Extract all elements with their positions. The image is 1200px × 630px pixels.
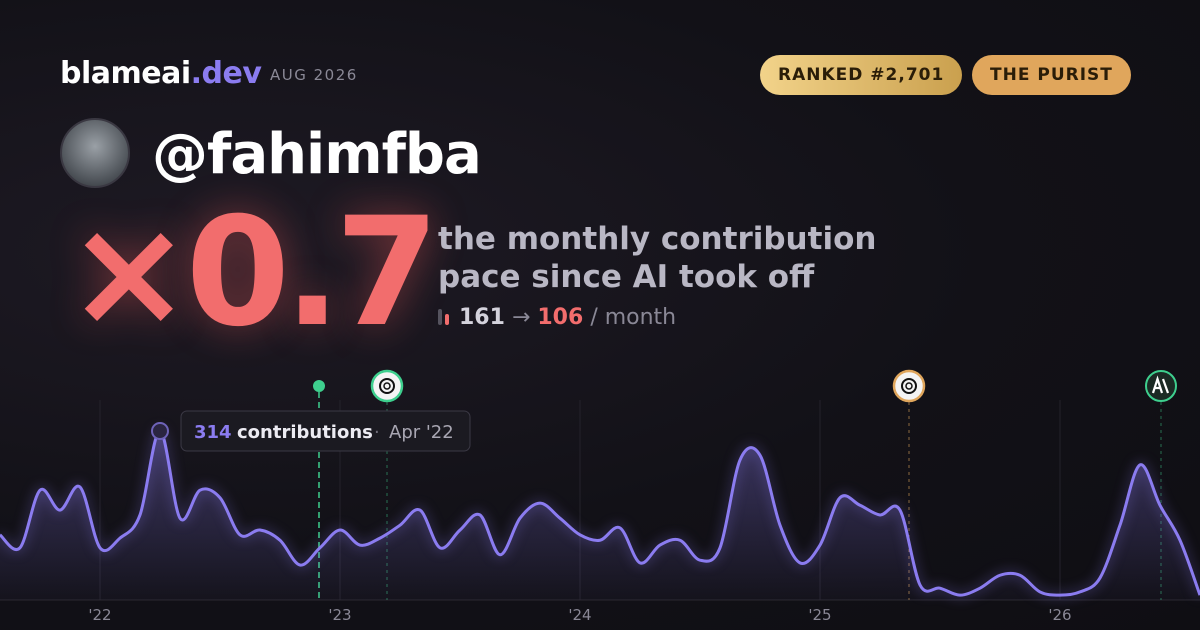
event-markers	[313, 369, 1177, 600]
date: AUG 2026	[270, 66, 358, 84]
brand: blameai.dev	[60, 56, 262, 91]
multiplier: ×0.7	[66, 186, 439, 360]
unit: / month	[590, 305, 677, 330]
x-tick-label: '26	[1048, 606, 1071, 624]
bar-icon	[445, 314, 449, 325]
contribution-line	[0, 429, 1200, 597]
openai-icon	[892, 369, 926, 403]
x-tick-label: '22	[88, 606, 111, 624]
openai-icon	[370, 369, 404, 403]
brand-name: blameai	[60, 56, 191, 91]
tooltip-separator: ·	[374, 422, 380, 443]
anthropic-icon	[1145, 370, 1177, 402]
event-dot	[313, 380, 325, 392]
caption-line: the monthly contribution	[438, 221, 877, 257]
after-value: 106	[537, 305, 584, 330]
tooltip-label: contributions	[237, 422, 373, 443]
hover-point	[151, 422, 169, 440]
caption-line: pace since AI took off	[438, 259, 815, 295]
tooltip-date: Apr '22	[389, 422, 454, 443]
tooltip-box	[180, 410, 471, 452]
tooltip-value: 314	[194, 422, 232, 443]
tooltip: 314 contributions · Apr '22	[151, 410, 471, 452]
rank-badge: RANKED #2,701	[760, 55, 963, 95]
x-tick-label: '23	[328, 606, 351, 624]
handle: @fahimfba	[152, 122, 482, 187]
bar-icon	[438, 309, 442, 325]
brand-tld: .dev	[190, 56, 262, 91]
avatar	[60, 118, 130, 188]
caption: the monthly contribution pace since AI to…	[438, 220, 876, 296]
title-badge: THE PURIST	[972, 55, 1131, 95]
x-tick-label: '25	[808, 606, 831, 624]
x-tick-label: '24	[568, 606, 591, 624]
area-fill	[0, 430, 1200, 600]
pace: 161 → 106 / month	[438, 305, 676, 330]
before-value: 161	[459, 305, 505, 330]
arrow: →	[511, 305, 531, 330]
